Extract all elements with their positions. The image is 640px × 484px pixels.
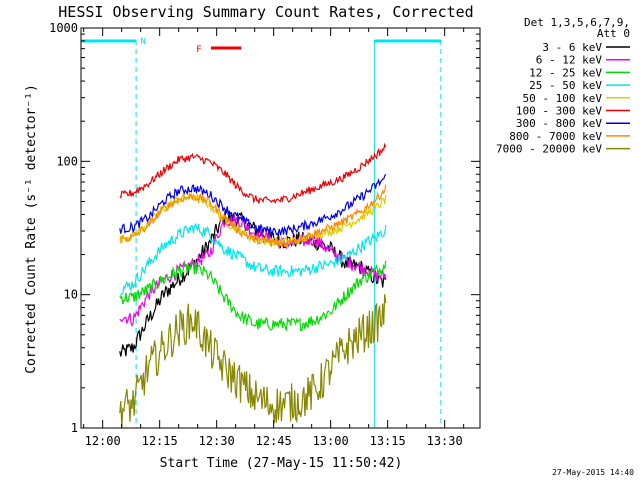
x-tick-label-5: 13:00 [313,434,349,448]
x-tick-label-7: 13:30 [427,434,463,448]
series-line-5 [119,191,387,247]
series-line-3 [119,260,387,332]
series-line-6 [119,142,387,205]
series-line-7 [119,173,387,236]
legend-label-1: 3 - 6 keV [542,41,602,54]
chart-title: HESSI Observing Summary Count Rates, Cor… [58,3,473,21]
series-line-8 [119,184,387,248]
legend-label-9: 7000 - 20000 keV [496,143,602,156]
series-group [119,142,387,428]
y-tick-label-1: 1 [71,421,78,435]
footer-timestamp: 27-May-2015 14:40 [552,468,634,477]
legend-header-line-1: Det 1,3,5,6,7,9, [524,16,630,29]
x-tick-label-1: 12:00 [85,434,121,448]
legend-label-3: 12 - 25 keV [529,66,602,79]
y-tick-label-4: 1000 [49,21,78,35]
legend-label-8: 800 - 7000 keV [509,130,602,143]
x-axis-label: Start Time (27-May-15 11:50:42) [160,456,403,471]
y-tick-label-3: 100 [56,154,78,168]
night-label: N [140,37,145,47]
y-tick-label-2: 10 [64,288,78,302]
legend-label-7: 300 - 800 keV [516,117,602,130]
x-tick-label-2: 12:15 [142,434,178,448]
flare-label: F [196,45,201,55]
x-tick-label-4: 12:45 [256,434,292,448]
legend-header-line-2: Att 0 [597,27,630,40]
legend-label-2: 6 - 12 keV [536,54,603,67]
x-tick-label-3: 12:30 [199,434,235,448]
series-line-2 [119,214,387,327]
legend-label-5: 50 - 100 keV [523,92,603,105]
series-line-9 [119,294,387,428]
legend-label-4: 25 - 50 keV [529,79,602,92]
y-axis-label: Corrected Count Rate (s⁻¹ detector⁻¹) [24,84,39,374]
legend-label-6: 100 - 300 keV [516,105,602,118]
plot-frame [80,27,481,429]
x-tick-label-6: 13:15 [370,434,406,448]
series-line-4 [119,222,387,296]
